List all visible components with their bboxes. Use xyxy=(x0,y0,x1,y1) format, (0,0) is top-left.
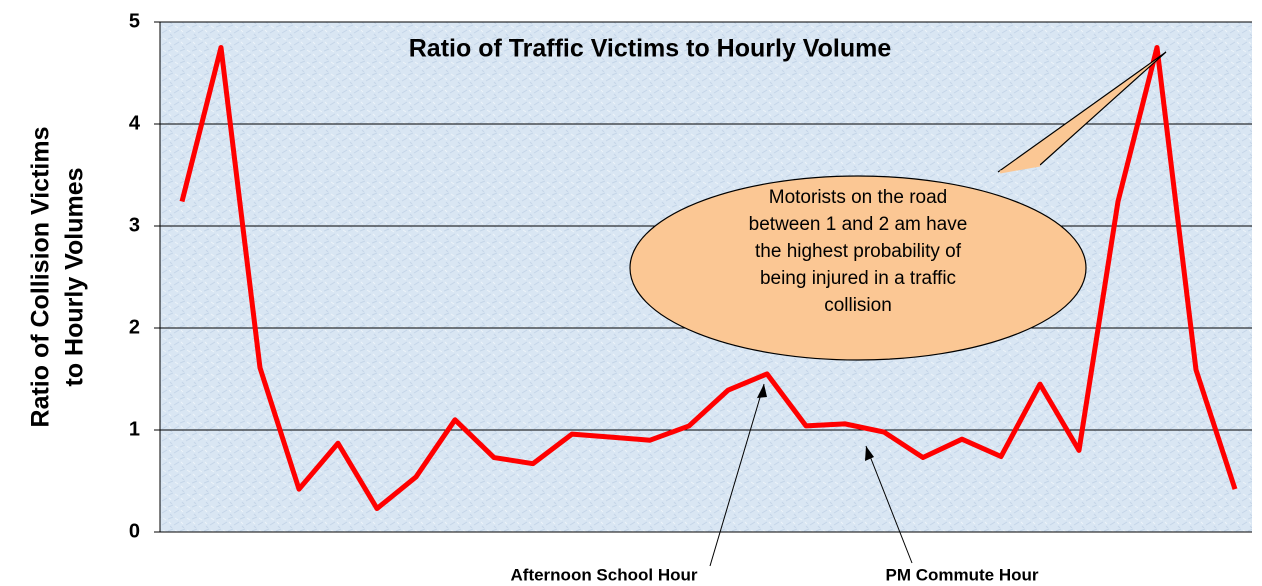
y-tick-label: 1 xyxy=(129,418,140,440)
callout-text: Motorists on the road between 1 and 2 am … xyxy=(749,187,968,316)
callout-line: being injured in a traffic xyxy=(760,268,956,289)
callout-line: between 1 and 2 am have xyxy=(749,214,968,235)
annotation: PM Commute Hour xyxy=(886,565,1039,584)
y-tick-label: 0 xyxy=(129,520,140,542)
annotation: Afternoon School Hour xyxy=(511,565,698,584)
series-line xyxy=(179,45,1238,512)
arrow-head xyxy=(865,446,874,461)
y-axis-label: Ratio of Collision Victims xyxy=(27,127,55,428)
callout-line: the highest probability of xyxy=(755,241,962,262)
arrow xyxy=(709,383,765,567)
series xyxy=(179,45,1238,512)
y-tick-label: 4 xyxy=(129,112,141,134)
arrow xyxy=(865,445,913,564)
y-tick-label: 5 xyxy=(129,10,140,32)
arrow-head xyxy=(757,384,767,398)
y-tick-label: 2 xyxy=(129,316,140,338)
chart-title: Ratio of Traffic Victims to Hourly Volum… xyxy=(409,35,892,63)
annotations: Afternoon School Hour PM Commute Hour xyxy=(511,565,1039,584)
callout-bubble xyxy=(629,175,1087,361)
y-axis-label: to Hourly Volumes xyxy=(61,167,89,386)
y-tick-label: 3 xyxy=(129,214,140,236)
callout-line: collision xyxy=(824,295,892,316)
callout-pointer xyxy=(997,51,1167,173)
callout-line: Motorists on the road xyxy=(769,187,947,208)
callout-join xyxy=(999,163,1041,174)
